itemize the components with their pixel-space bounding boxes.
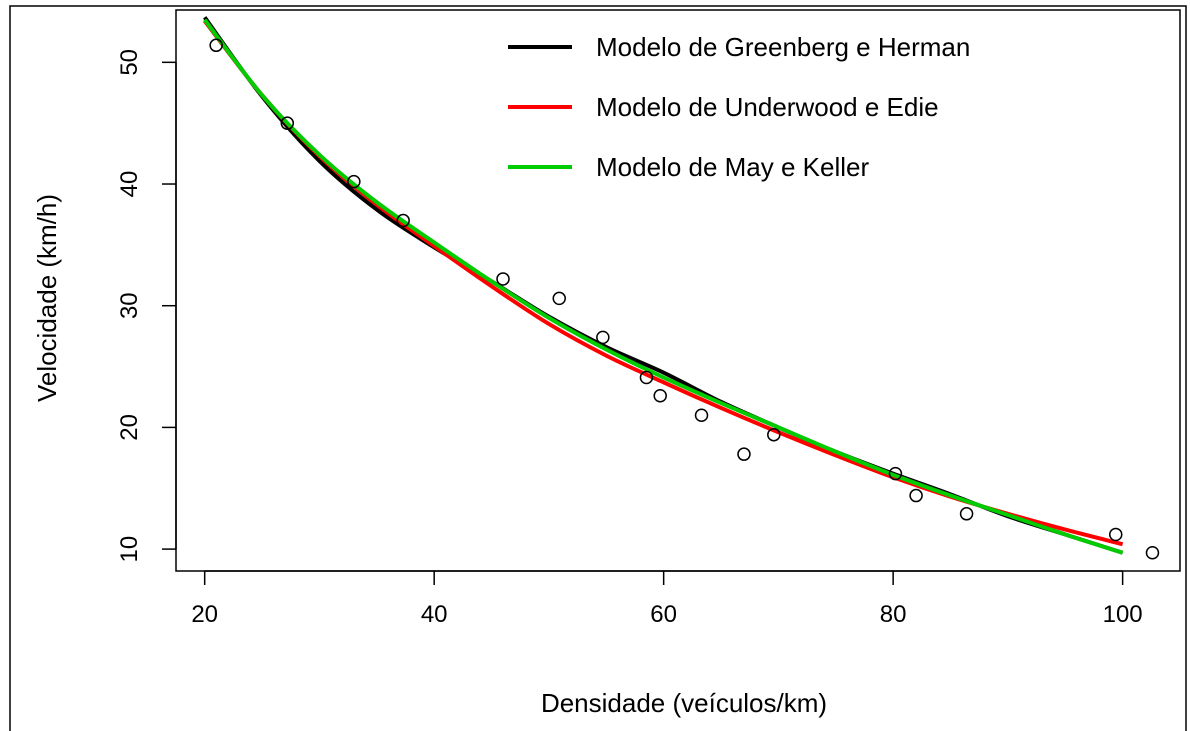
x-axis-title: Densidade (veículos/km) [541,688,827,718]
data-point [888,466,903,481]
legend-item-greenberg-herman-label: Modelo de Greenberg e Herman [596,32,970,62]
data-point [396,213,410,228]
y-tick-label: 50 [116,49,143,76]
data-point [1145,545,1160,560]
x-tick-label: 40 [421,601,448,628]
data-point [596,330,610,345]
data-point [639,370,654,385]
data-point [694,408,709,422]
x-tick-label: 100 [1103,601,1143,628]
data-point [280,116,295,130]
legend-item-underwood-edie-label: Modelo de Underwood e Edie [596,92,939,122]
series-may-keller-line [203,18,1124,555]
figure-border [9,5,1187,731]
x-tick-label: 20 [191,601,218,628]
data-point [1108,527,1123,542]
data-point [209,38,223,53]
data-point [347,174,361,189]
x-tick-label: 80 [880,601,907,628]
data-point [496,272,510,286]
data-point [737,447,751,461]
data-point [909,488,923,503]
data-point [959,507,974,521]
legend-item-may-keller-label: Modelo de May e Keller [596,152,869,182]
x-tick-label: 60 [650,601,677,628]
y-tick-label: 30 [116,292,143,319]
y-tick-label: 10 [116,536,143,563]
y-tick-label: 20 [116,414,143,441]
data-point [653,389,667,403]
data-point [552,291,566,306]
y-axis-title: Velocidade (km/h) [32,194,62,402]
data-point [767,427,781,442]
y-tick-label: 40 [116,171,143,198]
